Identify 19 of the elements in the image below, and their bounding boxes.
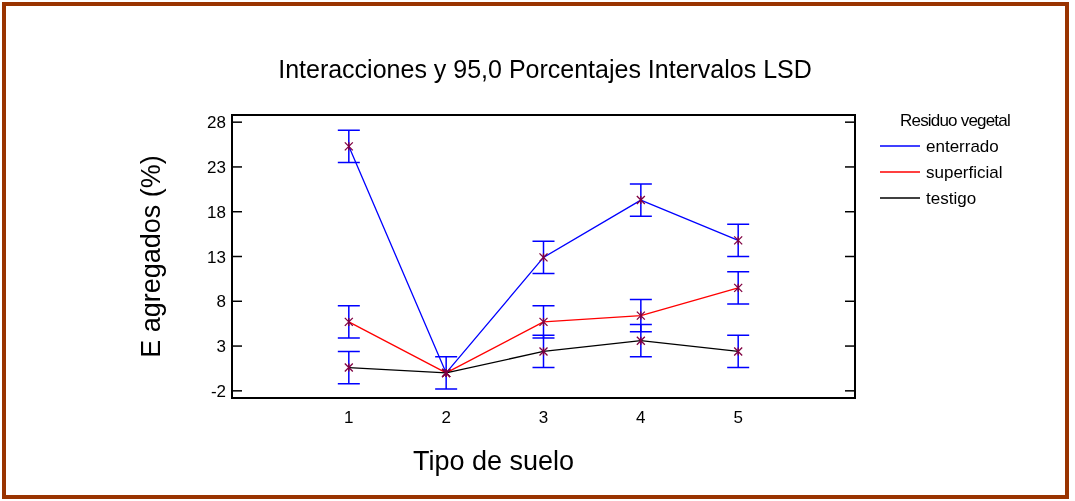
y-tick-label: 28 xyxy=(207,113,226,133)
x-tick-label: 2 xyxy=(441,408,451,427)
y-axis-title: E agregados (%) xyxy=(136,155,166,358)
legend-label: testigo xyxy=(926,189,977,208)
y-tick-label: 3 xyxy=(216,337,226,357)
x-tick-label: 4 xyxy=(636,408,646,427)
x-tick-label: 5 xyxy=(733,408,743,427)
chart-title: Interacciones y 95,0 Porcentajes Intervalos LSD xyxy=(278,55,812,83)
legend-title: Residuo vegetal xyxy=(900,111,1010,130)
legend-label: superficial xyxy=(926,163,1003,182)
x-tick-label: 3 xyxy=(538,408,549,427)
x-tick-label: 1 xyxy=(344,408,354,427)
legend-label: enterrado xyxy=(926,137,999,156)
y-tick-label: 8 xyxy=(216,292,226,312)
x-axis-title: Tipo de suelo xyxy=(412,446,575,476)
y-tick-label: -2 xyxy=(210,381,226,401)
y-tick-label: 13 xyxy=(207,247,226,267)
y-tick-label: 23 xyxy=(207,157,226,177)
y-tick-label: 18 xyxy=(207,202,226,222)
